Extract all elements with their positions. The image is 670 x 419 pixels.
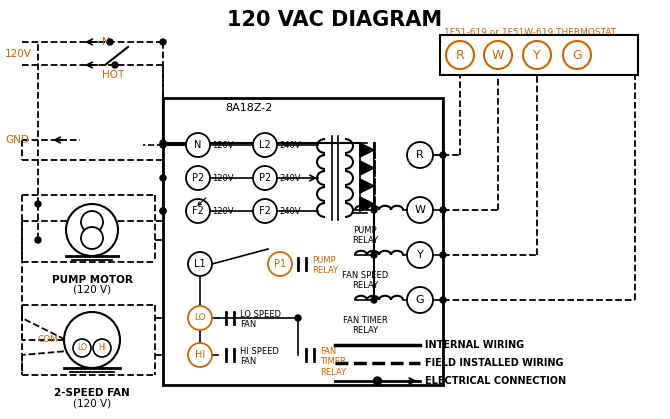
Text: FAN
TIMER
RELAY: FAN TIMER RELAY [320, 347, 346, 377]
Circle shape [186, 166, 210, 190]
Text: 120V: 120V [212, 140, 234, 150]
Text: COM: COM [38, 336, 59, 344]
Text: HI: HI [195, 350, 205, 360]
Text: HOT: HOT [102, 70, 124, 80]
Circle shape [107, 39, 113, 45]
Text: PUMP MOTOR: PUMP MOTOR [52, 275, 133, 285]
Circle shape [440, 297, 446, 303]
Circle shape [93, 339, 111, 357]
Circle shape [440, 152, 446, 158]
Circle shape [66, 204, 118, 256]
Text: Y: Y [533, 49, 541, 62]
Circle shape [160, 208, 166, 214]
Circle shape [523, 41, 551, 69]
Circle shape [371, 297, 377, 303]
Text: N: N [194, 140, 202, 150]
Circle shape [371, 207, 377, 213]
Circle shape [268, 252, 292, 276]
Text: W: W [492, 49, 505, 62]
Text: R: R [456, 49, 464, 62]
Circle shape [35, 201, 41, 207]
Text: (120 V): (120 V) [73, 398, 111, 408]
Circle shape [81, 211, 103, 233]
Text: F2: F2 [192, 206, 204, 216]
Text: 8A18Z-2: 8A18Z-2 [225, 103, 273, 113]
Circle shape [188, 306, 212, 330]
Text: (120 V): (120 V) [73, 285, 111, 295]
Text: LO SPEED
FAN: LO SPEED FAN [240, 310, 281, 329]
Circle shape [484, 41, 512, 69]
Text: 120V: 120V [212, 173, 234, 183]
Circle shape [371, 252, 377, 258]
Text: LO: LO [194, 313, 206, 323]
Circle shape [446, 41, 474, 69]
Polygon shape [360, 179, 374, 193]
Polygon shape [360, 197, 374, 211]
Circle shape [112, 62, 118, 68]
Text: F2: F2 [259, 206, 271, 216]
Text: FAN TIMER
RELAY: FAN TIMER RELAY [342, 316, 387, 335]
Text: PUMP
RELAY: PUMP RELAY [312, 256, 338, 275]
Circle shape [64, 312, 120, 368]
Text: FAN SPEED
RELAY: FAN SPEED RELAY [342, 271, 388, 290]
Text: R: R [416, 150, 424, 160]
Text: LO: LO [77, 344, 87, 352]
Circle shape [407, 242, 433, 268]
Text: 1F51-619 or 1F51W-619 THERMOSTAT: 1F51-619 or 1F51W-619 THERMOSTAT [444, 28, 616, 37]
Text: HI: HI [98, 344, 106, 352]
Text: W: W [415, 205, 425, 215]
Polygon shape [360, 143, 374, 157]
Circle shape [440, 252, 446, 258]
Circle shape [253, 166, 277, 190]
Text: 240V: 240V [279, 173, 301, 183]
Text: 120V: 120V [212, 207, 234, 215]
Circle shape [160, 208, 166, 214]
Circle shape [188, 252, 212, 276]
Text: Y: Y [417, 250, 423, 260]
Polygon shape [360, 161, 374, 175]
Circle shape [440, 207, 446, 213]
Text: 240V: 240V [279, 140, 301, 150]
Text: P2: P2 [259, 173, 271, 183]
Circle shape [160, 39, 166, 45]
Circle shape [186, 133, 210, 157]
Circle shape [160, 175, 166, 181]
Text: PUMP
RELAY: PUMP RELAY [352, 226, 378, 246]
Circle shape [563, 41, 591, 69]
Text: 240V: 240V [279, 207, 301, 215]
Text: N: N [102, 37, 110, 47]
Bar [440, 35, 638, 75]
Circle shape [35, 237, 41, 243]
Text: 2-SPEED FAN: 2-SPEED FAN [54, 388, 130, 398]
Text: P2: P2 [192, 173, 204, 183]
Text: INTERNAL WIRING: INTERNAL WIRING [425, 340, 524, 350]
Circle shape [186, 199, 210, 223]
Text: G: G [572, 49, 582, 62]
Bar [163, 98, 443, 385]
Circle shape [73, 339, 91, 357]
Circle shape [407, 197, 433, 223]
Text: L1: L1 [194, 259, 206, 269]
Circle shape [373, 377, 381, 385]
Text: GND: GND [5, 135, 29, 145]
Circle shape [407, 142, 433, 168]
Circle shape [295, 315, 301, 321]
Text: FIELD INSTALLED WIRING: FIELD INSTALLED WIRING [425, 358, 563, 368]
Circle shape [407, 287, 433, 313]
Text: 120 VAC DIAGRAM: 120 VAC DIAGRAM [227, 10, 443, 30]
Circle shape [253, 199, 277, 223]
Circle shape [253, 133, 277, 157]
Text: HI SPEED
FAN: HI SPEED FAN [240, 347, 279, 366]
Text: 120V: 120V [5, 49, 32, 59]
Circle shape [188, 343, 212, 367]
Text: G: G [415, 295, 424, 305]
Text: ELECTRICAL CONNECTION: ELECTRICAL CONNECTION [425, 376, 566, 386]
Text: P1: P1 [274, 259, 286, 269]
Circle shape [160, 140, 166, 146]
Circle shape [160, 142, 166, 148]
Text: L2: L2 [259, 140, 271, 150]
Circle shape [81, 227, 103, 249]
